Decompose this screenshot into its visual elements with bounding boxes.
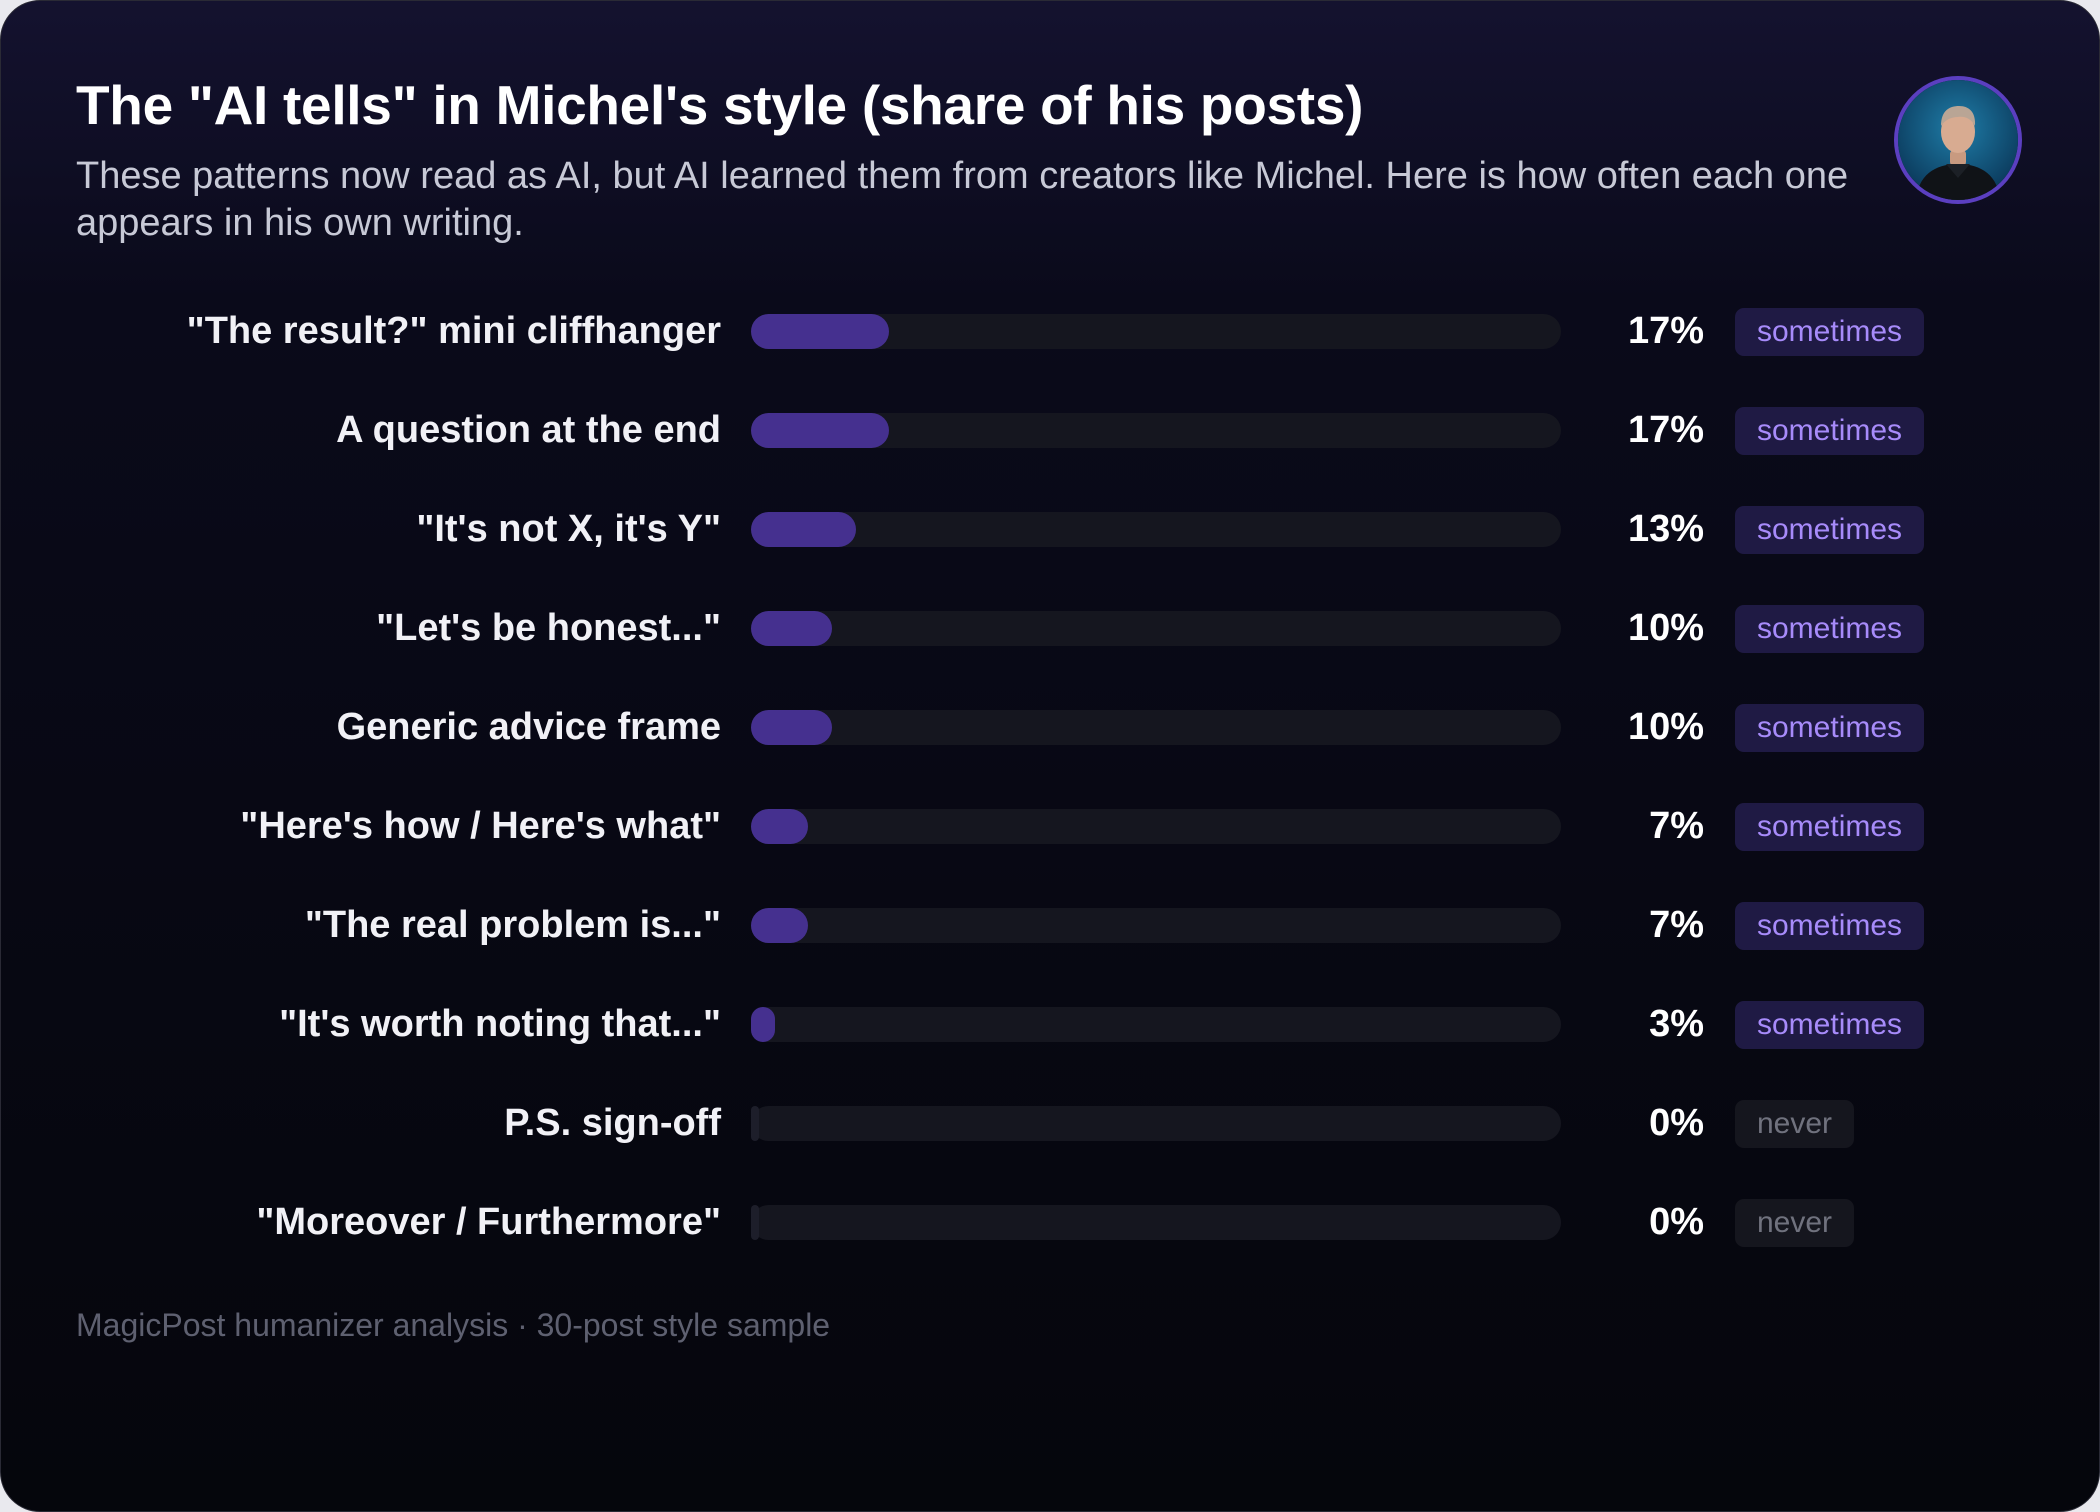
bar (751, 512, 857, 547)
bar (751, 908, 808, 943)
bar-row: "It's worth noting that..." 3% sometimes (1, 994, 2099, 1054)
bar-label: "Moreover / Furthermore" (256, 1201, 721, 1243)
bar-track (751, 1205, 1561, 1240)
bar-value-label: 10% (1627, 607, 1704, 649)
bar-row: "Here's how / Here's what" 7% sometimes (1, 796, 2099, 856)
bar-label: "The result?" mini cliffhanger (186, 310, 721, 352)
bar-row: "Moreover / Furthermore" 0% never (1, 1192, 2099, 1252)
bar-label: "The real problem is..." (304, 904, 721, 946)
bar-value-label: 3% (1649, 1003, 1704, 1045)
bar-label: "It's not X, it's Y" (416, 508, 721, 550)
bar-row: "Let's be honest..." 10% sometimes (1, 598, 2099, 658)
bar-value-label: 17% (1627, 310, 1704, 352)
bar (751, 611, 832, 646)
frequency-badge: sometimes (1735, 506, 1925, 554)
bar (751, 1007, 776, 1042)
bar-value-label: 7% (1649, 904, 1704, 946)
bar-track (751, 908, 1561, 943)
bar-track (751, 809, 1561, 844)
bar-row: "The result?" mini cliffhanger 17% sometim… (1, 301, 2099, 361)
bar-track (751, 314, 1561, 349)
bar-value-label: 7% (1649, 805, 1704, 847)
bar-value-label: 0% (1649, 1102, 1704, 1144)
bar-value-label: 10% (1627, 706, 1704, 748)
bar-label: P.S. sign-off (504, 1102, 721, 1144)
bar-label: Generic advice frame (336, 706, 721, 748)
bar-value-label: 13% (1627, 508, 1704, 550)
bar-track (751, 512, 1561, 547)
frequency-badge: sometimes (1735, 902, 1925, 950)
bar (751, 809, 808, 844)
bar-value-label: 0% (1649, 1201, 1704, 1243)
bar (751, 314, 889, 349)
bar-row: "The real problem is..." 7% sometimes (1, 895, 2099, 955)
frequency-badge: never (1735, 1100, 1855, 1148)
bar (751, 710, 832, 745)
bar-track (751, 710, 1561, 745)
bar-track (751, 611, 1561, 646)
chart-footer: MagicPost humanizer analysis · 30-post s… (76, 1307, 831, 1343)
frequency-badge: sometimes (1735, 1001, 1925, 1049)
bar-chart: "The result?" mini cliffhanger 17% sometim… (1, 301, 2099, 1281)
bar-label: "Let's be honest..." (376, 607, 721, 649)
frequency-badge: sometimes (1735, 803, 1925, 851)
frequency-badge: sometimes (1735, 605, 1925, 653)
frequency-badge: sometimes (1735, 308, 1925, 356)
bar-row: "It's not X, it's Y" 13% sometimes (1, 499, 2099, 559)
bar-track (751, 1106, 1561, 1141)
bar-label: "Here's how / Here's what" (240, 805, 721, 847)
bar-row: A question at the end 17% sometimes (1, 400, 2099, 460)
frequency-badge: never (1735, 1199, 1855, 1247)
frequency-badge: sometimes (1735, 704, 1925, 752)
bar-value-label: 17% (1627, 409, 1704, 451)
bar-label: A question at the end (336, 409, 721, 451)
bar-row: Generic advice frame 10% sometimes (1, 697, 2099, 757)
bar (751, 413, 889, 448)
avatar (1894, 76, 2022, 204)
bar (751, 1205, 759, 1240)
chart-title: The "AI tells" in Michel's style (share … (76, 74, 1364, 136)
bar-row: P.S. sign-off 0% never (1, 1093, 2099, 1153)
chart-subtitle: These patterns now read as AI, but AI le… (76, 155, 1849, 244)
frequency-badge: sometimes (1735, 407, 1925, 455)
bar-track (751, 1007, 1561, 1042)
bar-label: "It's worth noting that..." (279, 1003, 721, 1045)
bar (751, 1106, 759, 1141)
bar-track (751, 413, 1561, 448)
person-portrait-icon (1898, 80, 2018, 200)
